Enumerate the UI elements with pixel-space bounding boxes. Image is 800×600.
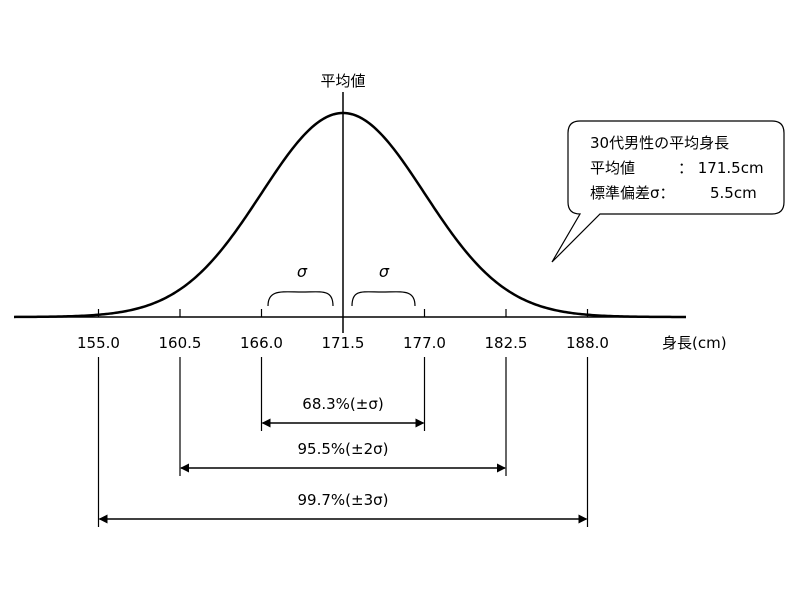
tick-label-3: 171.5 [322, 334, 365, 352]
tick-label-1: 160.5 [159, 334, 202, 352]
tick-label-4: 177.0 [403, 334, 446, 352]
sigma-ranges: 68.3%(±σ) 95.5%(±2σ) 99.7%(±3σ) [97, 357, 589, 527]
callout-mean-label: 平均値 [590, 159, 635, 177]
callout-title: 30代男性の平均身長 [590, 134, 729, 152]
sigma-brace-right [351, 291, 416, 307]
range-label-3: 99.7%(±3σ) [298, 491, 389, 509]
mean-title: 平均値 [320, 72, 365, 90]
range-label-1: 68.3%(±σ) [302, 395, 383, 413]
sigma-brace-left [267, 291, 334, 307]
sigma-label-left: σ [297, 262, 308, 281]
tick-label-2: 166.0 [240, 334, 283, 352]
x-axis-title: 身長(cm) [662, 334, 727, 352]
callout-sd-label: 標準偏差σ： [590, 184, 675, 202]
callout-sd-value: 5.5cm [710, 184, 757, 202]
tick-label-6: 188.0 [566, 334, 609, 352]
bell-curve [13, 111, 686, 319]
tick-label-0: 155.0 [77, 334, 120, 352]
callout-bubble [551, 120, 785, 263]
sigma-label-right: σ [379, 262, 390, 281]
tick-label-5: 182.5 [485, 334, 528, 352]
callout-mean-value: ： 171.5cm [678, 159, 764, 177]
x-axis-ticks: 155.0 160.5 166.0 171.5 177.0 182.5 188.0 [77, 309, 609, 352]
range-label-2: 95.5%(±2σ) [298, 440, 389, 458]
